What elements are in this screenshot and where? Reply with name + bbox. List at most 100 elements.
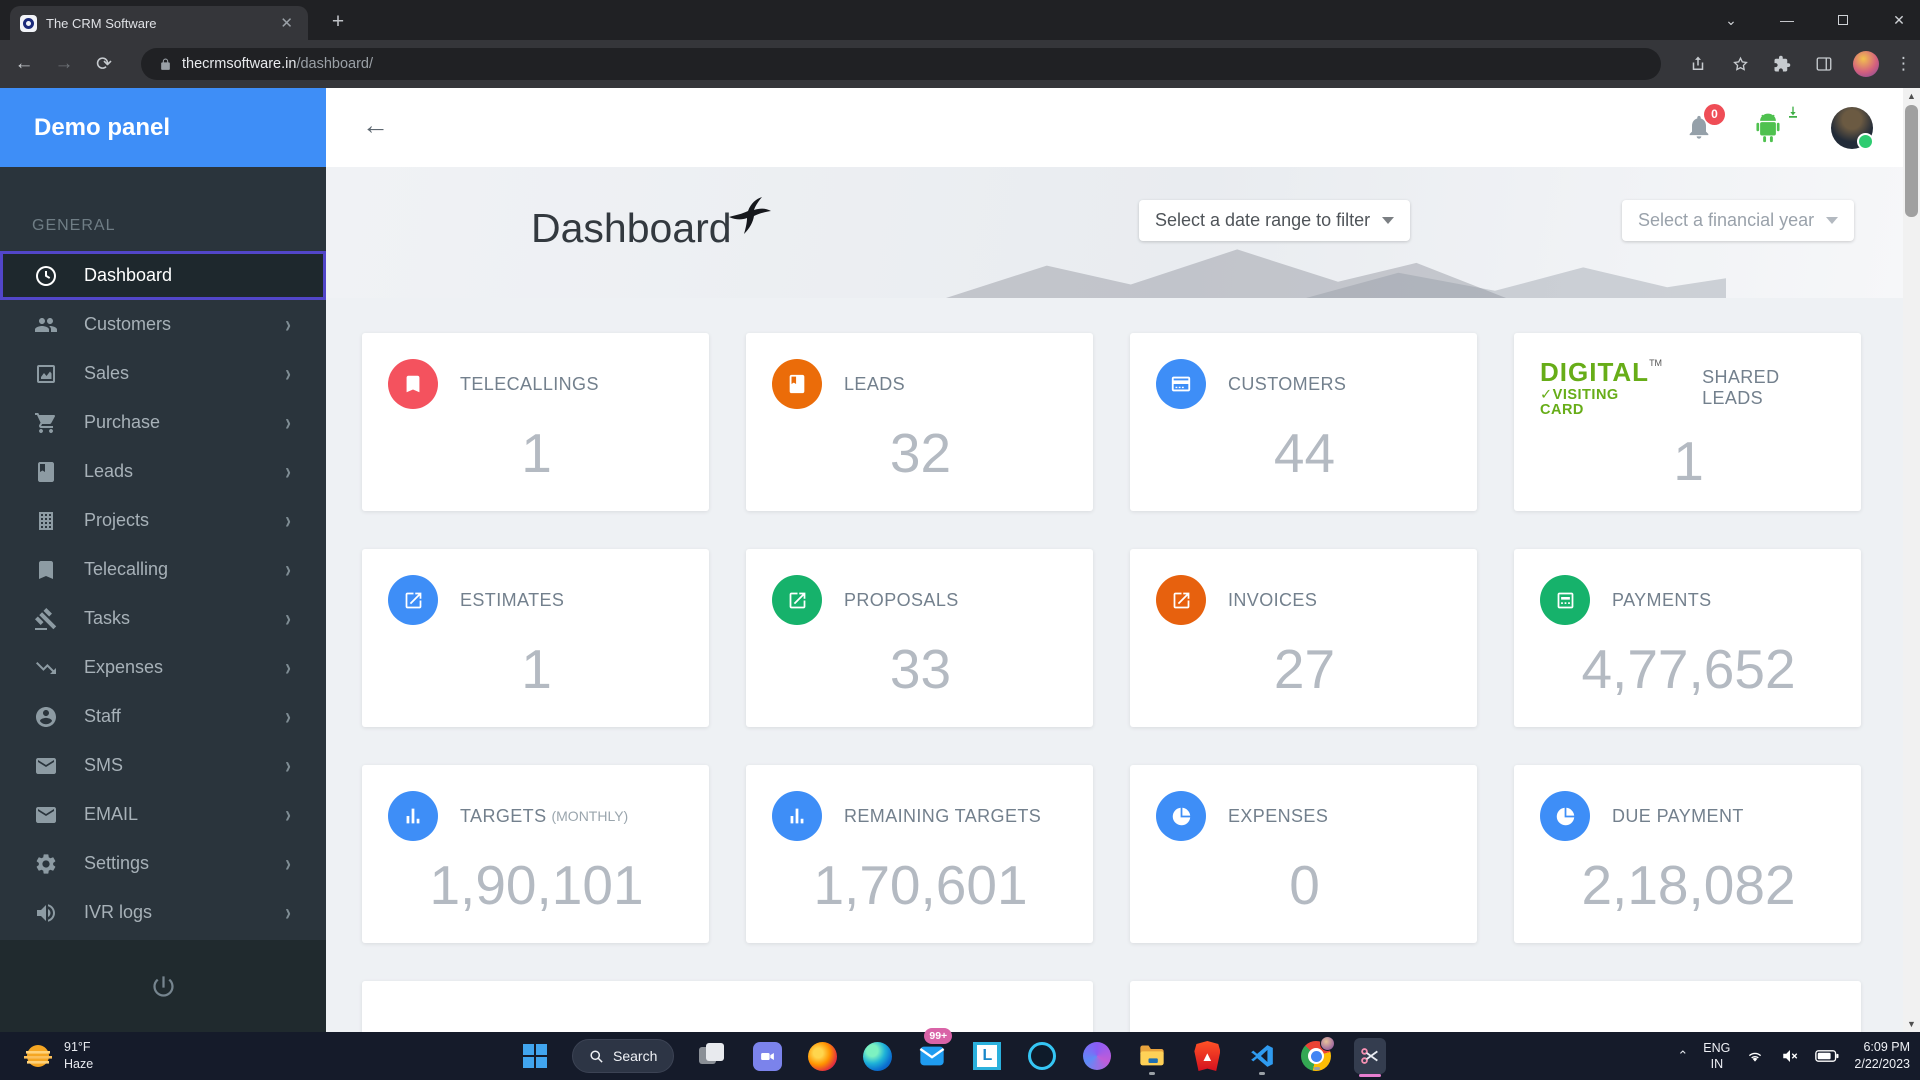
stat-value: 1 bbox=[521, 422, 552, 484]
bird-icon bbox=[729, 197, 771, 234]
chat-icon bbox=[752, 1041, 782, 1071]
firefox-app-button[interactable] bbox=[806, 1036, 838, 1076]
wifi-icon[interactable] bbox=[1745, 1047, 1765, 1065]
vscode-app-button[interactable] bbox=[1246, 1036, 1278, 1076]
pie-chart-icon bbox=[1156, 791, 1206, 841]
browser-back-button[interactable]: ← bbox=[14, 53, 34, 74]
stat-card-remaining-targets[interactable]: REMAINING TARGETS 1,70,601 bbox=[746, 765, 1093, 943]
file-explorer-button[interactable] bbox=[1136, 1036, 1168, 1076]
bookmark-star-icon[interactable] bbox=[1727, 51, 1753, 77]
stat-value: 1 bbox=[521, 638, 552, 700]
lightshot-icon: L bbox=[973, 1042, 1002, 1070]
stat-card-payments[interactable]: PAYMENTS 4,77,652 bbox=[1514, 549, 1861, 727]
notification-badge: 0 bbox=[1704, 103, 1725, 125]
stat-card-shared-leads[interactable]: DIGITALTM ✓VISITING CARD SHARED LEADS 1 bbox=[1514, 333, 1861, 511]
partial-card bbox=[362, 981, 1093, 1032]
address-bar[interactable]: thecrmsoftware.in/dashboard/ bbox=[141, 48, 1661, 80]
chrome-app-button[interactable] bbox=[1301, 1036, 1336, 1071]
browser-reload-button[interactable]: ⟳ bbox=[96, 53, 112, 75]
browser-profile-avatar[interactable] bbox=[1853, 51, 1879, 77]
browser-menu-icon[interactable]: ⋮ bbox=[1895, 54, 1912, 73]
extensions-icon[interactable] bbox=[1769, 51, 1795, 77]
partial-card bbox=[1130, 981, 1861, 1032]
stat-card-proposals[interactable]: PROPOSALS 33 bbox=[746, 549, 1093, 727]
close-tab-icon[interactable]: ✕ bbox=[280, 15, 293, 32]
user-avatar[interactable] bbox=[1831, 106, 1874, 150]
chrome-profile-badge bbox=[1320, 1036, 1336, 1051]
hero-banner: Dashboard Select a date range to filter … bbox=[326, 167, 1903, 298]
sidebar-item-dashboard[interactable]: Dashboard bbox=[0, 251, 326, 300]
browser-forward-button[interactable]: → bbox=[54, 53, 74, 74]
scroll-up-arrow[interactable]: ▲ bbox=[1907, 91, 1916, 101]
stat-card-estimates[interactable]: ESTIMATES 1 bbox=[362, 549, 709, 727]
sidebar-item-email[interactable]: EMAIL › bbox=[0, 790, 326, 839]
stat-card-telecallings[interactable]: TELECALLINGS 1 bbox=[362, 333, 709, 511]
window-close-button[interactable]: ✕ bbox=[1893, 11, 1905, 28]
collapse-sidebar-arrow-icon[interactable]: ← bbox=[362, 110, 389, 140]
sidebar-item-sales[interactable]: Sales › bbox=[0, 349, 326, 398]
stat-card-leads[interactable]: LEADS 32 bbox=[746, 333, 1093, 511]
window-minimize-button[interactable]: — bbox=[1780, 12, 1794, 28]
share-icon[interactable] bbox=[1685, 51, 1711, 77]
sidebar-item-staff[interactable]: Staff › bbox=[0, 692, 326, 741]
start-button[interactable] bbox=[520, 1041, 550, 1071]
mail-unread-badge: 99+ bbox=[924, 1028, 953, 1044]
bar-chart-icon bbox=[772, 791, 822, 841]
scroll-down-arrow[interactable]: ▼ bbox=[1907, 1019, 1916, 1029]
alexa-app-button[interactable] bbox=[1026, 1036, 1058, 1076]
vscode-icon bbox=[1251, 1045, 1274, 1067]
haze-weather-icon bbox=[24, 1045, 52, 1067]
stat-card-customers[interactable]: CUSTOMERS 44 bbox=[1130, 333, 1477, 511]
date-range-filter-dropdown[interactable]: Select a date range to filter bbox=[1139, 200, 1411, 241]
sidebar-item-leads[interactable]: Leads › bbox=[0, 447, 326, 496]
sidebar-item-purchase[interactable]: Purchase › bbox=[0, 398, 326, 447]
file-explorer-icon bbox=[1140, 1045, 1165, 1066]
mail-app-button[interactable]: 99+ bbox=[916, 1028, 953, 1076]
language-indicator[interactable]: ENG IN bbox=[1703, 1040, 1731, 1071]
ivr-volume-icon bbox=[34, 901, 58, 925]
sidebar-item-tasks[interactable]: Tasks › bbox=[0, 594, 326, 643]
stat-value: 1 bbox=[1673, 430, 1704, 492]
power-icon[interactable] bbox=[150, 973, 177, 1000]
chat-app-button[interactable] bbox=[751, 1036, 783, 1076]
stat-card-invoices[interactable]: INVOICES 27 bbox=[1130, 549, 1477, 727]
loop-icon bbox=[1083, 1042, 1112, 1070]
android-app-download-button[interactable] bbox=[1753, 106, 1797, 146]
sidebar-item-sms[interactable]: SMS › bbox=[0, 741, 326, 790]
side-panel-icon[interactable] bbox=[1811, 51, 1837, 77]
book-icon bbox=[772, 359, 822, 409]
lightshot-app-button[interactable]: L bbox=[971, 1036, 1003, 1076]
snipping-tool-button[interactable] bbox=[1354, 1038, 1387, 1077]
new-tab-button[interactable]: + bbox=[331, 10, 345, 33]
notifications-button[interactable]: 0 bbox=[1685, 103, 1725, 143]
android-icon bbox=[1756, 113, 1780, 142]
staff-person-icon bbox=[34, 705, 58, 729]
taskbar-search[interactable]: Search bbox=[572, 1039, 675, 1073]
task-view-button[interactable] bbox=[696, 1036, 728, 1076]
window-menu-chevron-icon[interactable]: ⌄ bbox=[1725, 11, 1737, 28]
battery-icon[interactable] bbox=[1815, 1049, 1839, 1063]
sidebar-item-expenses[interactable]: Expenses › bbox=[0, 643, 326, 692]
browser-tab[interactable]: The CRM Software ✕ bbox=[10, 6, 308, 40]
edge-app-button[interactable] bbox=[861, 1036, 893, 1076]
brave-app-button[interactable]: ▲ bbox=[1191, 1036, 1223, 1076]
sidebar-item-settings[interactable]: Settings › bbox=[0, 839, 326, 888]
alexa-icon bbox=[1028, 1042, 1057, 1070]
window-maximize-button[interactable] bbox=[1828, 12, 1858, 28]
stat-card-due-payment[interactable]: DUE PAYMENT 2,18,082 bbox=[1514, 765, 1861, 943]
financial-year-filter-dropdown[interactable]: Select a financial year bbox=[1622, 200, 1855, 241]
stat-card-expenses[interactable]: EXPENSES 0 bbox=[1130, 765, 1477, 943]
page-scrollbar[interactable]: ▲ ▼ bbox=[1903, 88, 1920, 1032]
scrollbar-thumb[interactable] bbox=[1905, 105, 1918, 217]
loop-app-button[interactable] bbox=[1081, 1036, 1113, 1076]
volume-muted-icon[interactable] bbox=[1780, 1047, 1800, 1065]
windows-logo-icon bbox=[523, 1044, 547, 1068]
clock-widget[interactable]: 6:09 PM 2/22/2023 bbox=[1854, 1039, 1910, 1073]
tray-hidden-icons-chevron[interactable]: ⌃ bbox=[1677, 1048, 1689, 1063]
sidebar-item-customers[interactable]: Customers › bbox=[0, 300, 326, 349]
sidebar-item-projects[interactable]: Projects › bbox=[0, 496, 326, 545]
sidebar-item-ivr-logs[interactable]: IVR logs › bbox=[0, 888, 326, 937]
stat-card-targets[interactable]: TARGETS (MONTHLY) 1,90,101 bbox=[362, 765, 709, 943]
weather-widget[interactable]: 91°F Haze bbox=[22, 1032, 93, 1080]
sidebar-item-telecalling[interactable]: Telecalling › bbox=[0, 545, 326, 594]
